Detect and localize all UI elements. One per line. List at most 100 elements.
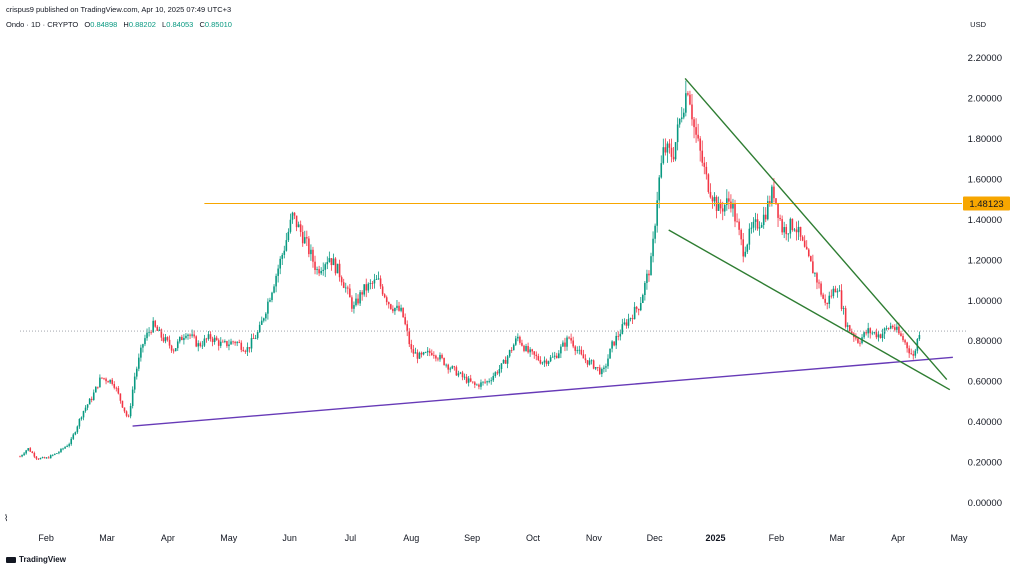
candle-body: [23, 453, 25, 456]
candle-body: [918, 335, 921, 340]
candle-body: [131, 389, 134, 406]
candle-body: [726, 198, 728, 205]
candle-body: [381, 286, 384, 295]
candle-body: [584, 358, 587, 361]
y-tick-label: 2.00000: [968, 94, 1002, 105]
candle-body: [80, 417, 83, 419]
trendline-wedge-lower: [668, 229, 951, 391]
candle-body: [803, 240, 806, 247]
candle-body: [181, 336, 183, 341]
x-tick-label: May: [950, 533, 968, 543]
candle-body: [265, 313, 267, 319]
candle-body: [394, 307, 396, 312]
candle-body: [631, 318, 634, 320]
resistance-price-label: 1.48123: [969, 199, 1003, 210]
candle-body: [810, 256, 812, 262]
candle-body: [273, 286, 275, 293]
candle-body: [701, 150, 704, 163]
candle-body: [625, 322, 628, 326]
candle-body: [891, 325, 894, 328]
candle-body: [586, 360, 589, 365]
currency-label: USD: [970, 20, 986, 29]
candle-body: [371, 283, 374, 284]
candle-body: [148, 331, 150, 333]
candle-body: [203, 338, 206, 346]
candle-body: [416, 352, 419, 359]
close-value: 0.85010: [204, 20, 232, 29]
scroll-hint-icon[interactable]: ⌇: [4, 513, 9, 523]
candle-body: [471, 381, 474, 383]
candle-body: [252, 338, 255, 339]
candle-body: [629, 318, 632, 319]
candle-body: [238, 342, 241, 343]
candle-body: [633, 306, 636, 320]
candle-body: [437, 358, 439, 360]
candle-body: [685, 93, 687, 113]
x-tick-label: Feb: [769, 533, 785, 543]
candle-body: [480, 382, 482, 387]
candle-body: [826, 302, 829, 304]
candle-body: [90, 398, 93, 400]
y-tick-label: 1.00000: [968, 296, 1002, 307]
candle-body: [322, 269, 325, 272]
candle-body: [615, 335, 617, 346]
open-value: 0.84898: [90, 20, 118, 29]
candle-body: [580, 349, 583, 355]
candle-body: [545, 360, 548, 364]
candle-body: [777, 203, 779, 218]
candle-body: [541, 362, 544, 364]
candle-body: [328, 258, 331, 262]
candle-body: [879, 334, 882, 339]
candle-body: [621, 324, 624, 334]
candle-body: [406, 324, 409, 332]
candle-body: [76, 426, 79, 433]
candle-body: [271, 292, 273, 300]
candle-body: [269, 299, 271, 302]
candle-body: [510, 350, 513, 351]
candle-body: [318, 269, 320, 274]
candles: [19, 80, 921, 461]
candle-body: [35, 456, 38, 459]
candle-body: [842, 308, 845, 309]
candle-body: [682, 112, 685, 118]
candle-body: [758, 227, 761, 229]
candle-body: [703, 162, 706, 167]
candle-body: [379, 278, 382, 287]
candle-body: [867, 328, 869, 334]
candle-body: [447, 364, 449, 370]
overlays: 1.48123: [20, 77, 1010, 427]
candle-body: [650, 256, 652, 276]
candle-body: [711, 197, 714, 202]
candle-body: [146, 332, 148, 339]
candle-body: [553, 355, 556, 357]
candle-body: [562, 342, 564, 347]
candle-body: [566, 337, 568, 347]
candle-body: [904, 340, 906, 343]
candle-body: [506, 356, 509, 364]
x-tick-label: Dec: [647, 533, 664, 543]
candle-body: [363, 284, 365, 295]
candle-body: [660, 163, 663, 178]
candle-body: [369, 283, 372, 284]
candle-body: [334, 258, 337, 274]
candle-body: [359, 292, 361, 304]
candle-body: [799, 226, 802, 237]
candle-body: [449, 368, 452, 370]
candle-body: [486, 381, 488, 383]
candle-body: [258, 324, 261, 333]
candle-body: [496, 372, 499, 374]
candle-body: [601, 369, 603, 375]
candle-body: [697, 134, 699, 139]
candle-body: [433, 355, 435, 356]
candle-body: [420, 352, 423, 355]
x-tick-label: 2025: [706, 533, 726, 543]
candle-body: [256, 332, 259, 339]
candle-body: [463, 376, 466, 378]
candle-body: [455, 367, 458, 376]
candle-body: [375, 279, 378, 280]
candle-body: [129, 405, 132, 417]
candle-body: [107, 381, 109, 383]
candle-body: [289, 219, 292, 232]
candle-body: [607, 358, 609, 367]
